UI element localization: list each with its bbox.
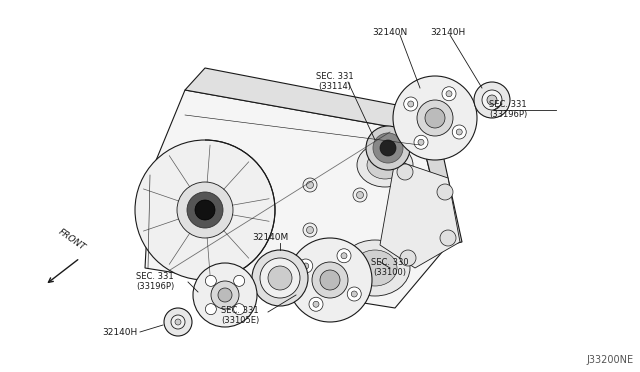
Circle shape bbox=[418, 139, 424, 145]
Circle shape bbox=[474, 82, 510, 118]
Circle shape bbox=[397, 164, 413, 180]
Circle shape bbox=[234, 275, 244, 286]
Circle shape bbox=[211, 281, 239, 309]
Circle shape bbox=[425, 108, 445, 128]
Circle shape bbox=[400, 250, 416, 266]
Circle shape bbox=[193, 263, 257, 327]
Circle shape bbox=[303, 223, 317, 237]
Circle shape bbox=[218, 288, 232, 302]
Text: 32140M: 32140M bbox=[252, 233, 288, 242]
Circle shape bbox=[393, 76, 477, 160]
Circle shape bbox=[307, 227, 314, 234]
Circle shape bbox=[351, 291, 357, 297]
Circle shape bbox=[268, 266, 292, 290]
Circle shape bbox=[195, 200, 215, 220]
Circle shape bbox=[366, 126, 410, 170]
Text: SEC. 330
(33100): SEC. 330 (33100) bbox=[371, 258, 409, 278]
Polygon shape bbox=[185, 68, 433, 132]
Circle shape bbox=[446, 91, 452, 97]
Text: SEC. 331
(33196P): SEC. 331 (33196P) bbox=[136, 272, 174, 291]
Circle shape bbox=[440, 230, 456, 246]
Circle shape bbox=[234, 304, 244, 315]
Circle shape bbox=[205, 304, 216, 315]
Text: 32140N: 32140N bbox=[372, 28, 408, 37]
Circle shape bbox=[320, 270, 340, 290]
Circle shape bbox=[353, 188, 367, 202]
Circle shape bbox=[356, 192, 364, 199]
Ellipse shape bbox=[340, 240, 410, 296]
Circle shape bbox=[408, 101, 413, 107]
Text: J33200NE: J33200NE bbox=[586, 355, 634, 365]
Circle shape bbox=[205, 275, 216, 286]
Circle shape bbox=[307, 182, 314, 189]
Circle shape bbox=[303, 263, 308, 269]
Circle shape bbox=[348, 287, 361, 301]
Text: SEC. 331
(33105E): SEC. 331 (33105E) bbox=[221, 306, 259, 326]
Circle shape bbox=[260, 258, 300, 298]
Text: FRONT: FRONT bbox=[57, 227, 87, 252]
Circle shape bbox=[164, 308, 192, 336]
Ellipse shape bbox=[367, 151, 403, 179]
Text: 32140H: 32140H bbox=[430, 28, 466, 37]
Circle shape bbox=[456, 129, 462, 135]
Circle shape bbox=[417, 100, 453, 136]
Circle shape bbox=[487, 95, 497, 105]
Circle shape bbox=[312, 262, 348, 298]
Circle shape bbox=[313, 301, 319, 307]
Circle shape bbox=[437, 184, 453, 200]
Circle shape bbox=[452, 125, 467, 139]
Circle shape bbox=[177, 182, 233, 238]
Ellipse shape bbox=[357, 143, 413, 187]
Circle shape bbox=[414, 135, 428, 149]
Polygon shape bbox=[420, 118, 462, 245]
Circle shape bbox=[373, 133, 403, 163]
Circle shape bbox=[442, 87, 456, 101]
Circle shape bbox=[303, 178, 317, 192]
Circle shape bbox=[187, 192, 223, 228]
Circle shape bbox=[288, 238, 372, 322]
Ellipse shape bbox=[353, 250, 397, 286]
Circle shape bbox=[482, 90, 502, 110]
Circle shape bbox=[135, 140, 275, 280]
Circle shape bbox=[337, 249, 351, 263]
Circle shape bbox=[309, 297, 323, 311]
Text: 32140H: 32140H bbox=[102, 328, 138, 337]
Polygon shape bbox=[145, 90, 448, 308]
Polygon shape bbox=[380, 160, 460, 268]
Circle shape bbox=[171, 315, 185, 329]
Circle shape bbox=[404, 97, 418, 111]
Circle shape bbox=[252, 250, 308, 306]
Circle shape bbox=[299, 259, 313, 273]
Circle shape bbox=[175, 319, 181, 325]
Circle shape bbox=[341, 253, 347, 259]
Circle shape bbox=[380, 140, 396, 156]
Text: SEC. 331
(33114): SEC. 331 (33114) bbox=[316, 72, 354, 92]
Text: SEC. 331
(33196P): SEC. 331 (33196P) bbox=[489, 100, 527, 119]
